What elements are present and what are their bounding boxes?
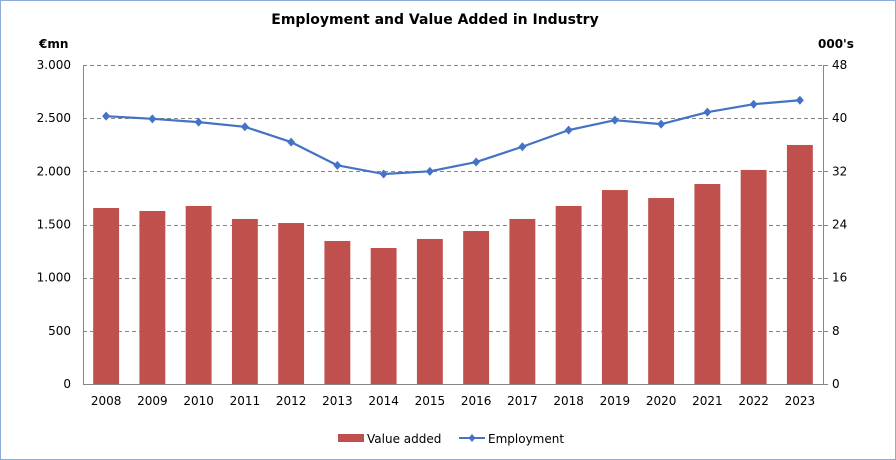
bar-2009 [139,210,166,384]
bar-2008 [93,208,120,384]
x-axis-tick-label: 2023 [785,394,816,408]
right-axis-unit-label: 000's [818,37,854,51]
bar-2019 [601,190,628,384]
left-axis-tick-label: 1.500 [37,218,71,232]
x-axis-tick-label: 2022 [738,394,769,408]
right-axis-tick-label: 24 [832,218,847,232]
right-axis-tick-label: 32 [832,164,847,178]
axes [83,65,828,385]
right-axis-tick-label: 16 [832,271,847,285]
bar-2017 [509,218,536,384]
bar-2021 [694,183,721,384]
x-axis-tick-label: 2013 [322,394,353,408]
right-axis-tick-label: 0 [832,377,840,391]
x-axis-tick-label: 2015 [415,394,446,408]
bar-2015 [416,238,443,384]
employment-marker-2014 [379,169,388,179]
x-axis-tick-label: 2021 [692,394,723,408]
bar-2012 [278,223,305,384]
legend-swatch-employment-marker [468,434,476,442]
bar-2011 [231,218,258,384]
x-axis-tick-label: 2019 [600,394,631,408]
bar-2018 [555,205,582,384]
x-axis-tick-label: 2008 [91,394,122,408]
right-axis-tick-label: 48 [832,58,847,72]
employment-marker-2010 [194,117,203,127]
employment-marker-2016 [472,157,481,167]
employment-marker-2018 [564,125,573,135]
bar-2022 [740,169,767,384]
left-axis-tick-label: 1.000 [37,271,71,285]
left-axis-tick-label: 2.000 [37,164,71,178]
right-axis-tick-label: 40 [832,111,847,125]
x-axis-tick-label: 2016 [461,394,492,408]
legend-swatch-value-added [338,434,364,442]
employment-marker-2015 [425,166,434,176]
employment-marker-2017 [518,142,527,152]
right-axis-tick-label: 8 [832,324,840,338]
bar-2014 [370,247,397,384]
legend: Value added Employment [338,432,564,446]
left-axis-tick-label: 3.000 [37,58,71,72]
line-series-employment [102,95,804,179]
employment-marker-2023 [795,95,804,105]
employment-marker-2009 [148,114,157,124]
bar-2023 [786,144,813,384]
left-axis-unit-label: €mn [38,37,68,51]
x-axis-tick-label: 2011 [230,394,261,408]
left-axis-tick-label: 0 [63,377,71,391]
x-axis-tick-label: 2020 [646,394,677,408]
tick-labels: 0 500 1.000 1.500 2.000 2.500 3.000 0 8 16 24 32 40 4… [37,58,848,408]
x-axis-tick-label: 2017 [507,394,538,408]
x-axis-tick-label: 2018 [553,394,584,408]
legend-label-value-added: Value added [367,432,441,446]
employment-marker-2008 [102,111,111,121]
bar-series-value-added [93,144,813,384]
employment-marker-2020 [657,119,666,129]
employment-marker-2012 [287,137,296,147]
employment-marker-2021 [703,107,712,117]
employment-marker-2022 [749,99,758,109]
employment-marker-2013 [333,160,342,170]
employment-marker-2011 [240,122,249,132]
left-axis-tick-label: 2.500 [37,111,71,125]
x-axis-tick-label: 2014 [368,394,399,408]
employment-line [106,99,800,176]
left-axis-tick-label: 500 [48,324,71,338]
bar-2016 [463,230,490,384]
x-axis-tick-label: 2009 [137,394,168,408]
chart-title: Employment and Value Added in Industry [271,12,598,28]
x-axis-tick-label: 2010 [183,394,214,408]
bar-2020 [648,198,675,384]
bar-2013 [324,240,351,384]
x-axis-tick-label: 2012 [276,394,307,408]
bar-2010 [185,205,212,384]
employment-marker-2019 [610,115,619,125]
legend-label-employment: Employment [488,432,564,446]
